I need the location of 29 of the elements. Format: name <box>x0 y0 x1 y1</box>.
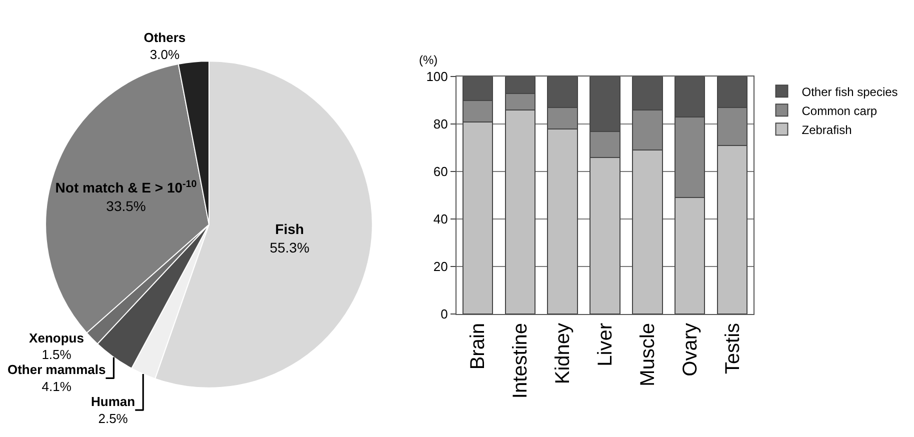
data-label: 55.3% <box>270 239 310 256</box>
slice-label: Fish <box>275 221 304 238</box>
legend-label: Zebrafish <box>802 122 852 137</box>
data-label: 3.0% <box>150 46 180 62</box>
x-tick-label: Testis <box>722 322 744 374</box>
y-tick-label: 80 <box>433 116 448 132</box>
slice-label: Other mammals <box>7 362 106 378</box>
x-tick-label: Brain <box>467 322 490 370</box>
y-tick-label: 100 <box>426 69 448 84</box>
x-tick-label: Ovary <box>679 322 702 376</box>
data-label: 4.1% <box>42 379 72 394</box>
data-label: 1.5% <box>42 347 72 362</box>
y-tick-label: 40 <box>433 212 448 227</box>
y-tick-label: 20 <box>433 259 448 274</box>
x-tick-label: Kidney <box>552 322 574 384</box>
y-axis-title: (%) <box>419 53 438 67</box>
slice-label: Not match & E > 10$^{-10}$ <box>55 178 198 196</box>
data-label: 2.5% <box>98 410 128 426</box>
x-tick-label: Liver <box>594 322 616 366</box>
x-tick-label: Intestine <box>510 322 532 399</box>
x-tick-label: Muscle <box>636 322 659 386</box>
slice-label: Xenopus <box>29 330 84 346</box>
y-tick-label: 60 <box>433 164 448 180</box>
slice-label: Human <box>91 394 136 410</box>
data-label: 33.5% <box>106 198 146 214</box>
legend-label: Other fish species <box>802 84 898 99</box>
y-tick-label: 0 <box>440 306 448 322</box>
slice-label: Others <box>144 30 186 46</box>
legend-label: Common carp <box>802 104 878 118</box>
